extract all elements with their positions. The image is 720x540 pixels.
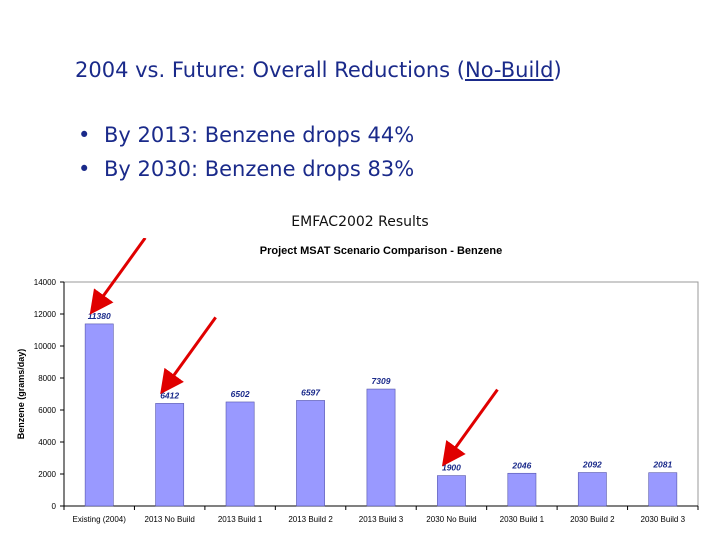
x-tick-label: 2013 No Build <box>145 515 195 524</box>
bullet-item: • By 2030: Benzene drops 83% <box>78 152 414 186</box>
bar-value-label: 7309 <box>372 376 391 386</box>
chart-caption: EMFAC2002 Results <box>291 214 429 230</box>
red-arrow-icon <box>160 316 217 395</box>
bar-value-label: 6597 <box>301 387 321 397</box>
bar-value-label: 6412 <box>160 390 179 400</box>
bullet-text: By 2013: Benzene drops 44% <box>104 123 415 147</box>
y-axis-label: Benzene (grams/day) <box>16 349 26 440</box>
y-tick-label: 8000 <box>38 374 56 383</box>
y-tick-label: 6000 <box>38 406 56 415</box>
y-tick-label: 0 <box>52 502 57 511</box>
x-tick-label: 2030 Build 2 <box>570 515 615 524</box>
x-tick-label: 2030 Build 1 <box>500 515 545 524</box>
chart-bar <box>648 472 678 507</box>
title-underlined: No-Build <box>464 58 554 82</box>
x-tick-label: 2030 Build 3 <box>641 515 686 524</box>
bar-value-label: 2081 <box>652 460 672 470</box>
y-tick-label: 2000 <box>38 470 56 479</box>
chart-bar <box>296 400 325 507</box>
title-prefix: 2004 vs. Future: Overall Reductions ( <box>75 58 465 82</box>
chart-bar <box>366 388 396 507</box>
y-tick-label: 12000 <box>34 310 57 319</box>
bar-value-label: 11380 <box>88 311 111 321</box>
red-arrow-icon <box>441 388 499 467</box>
benzene-bar-chart: Project MSAT Scenario Comparison - Benze… <box>16 238 699 524</box>
chart-bar <box>84 323 114 507</box>
slide-title: 2004 vs. Future: Overall Reductions (No-… <box>75 58 562 82</box>
bullet-item: • By 2013: Benzene drops 44% <box>78 118 414 152</box>
bullet-dot-icon: • <box>78 157 91 181</box>
x-tick-label: 2013 Build 3 <box>359 515 404 524</box>
bar-value-label: 6502 <box>231 389 250 399</box>
x-tick-label: 2013 Build 2 <box>288 515 333 524</box>
bar-value-label: 1900 <box>442 463 461 473</box>
bullet-list: • By 2013: Benzene drops 44% • By 2030: Be… <box>78 118 414 186</box>
x-tick-label: Existing (2004) <box>73 515 127 524</box>
chart-bar <box>437 475 466 507</box>
chart-title: Project MSAT Scenario Comparison - Benze… <box>260 245 502 257</box>
title-suffix: ) <box>553 58 562 82</box>
y-tick-label: 14000 <box>34 278 57 287</box>
bullet-text: By 2030: Benzene drops 83% <box>104 157 415 181</box>
x-tick-label: 2030 No Build <box>426 515 476 524</box>
x-tick-label: 2013 Build 1 <box>218 515 263 524</box>
y-tick-label: 10000 <box>34 342 57 351</box>
chart-bar <box>507 472 537 507</box>
chart-bar <box>155 403 185 507</box>
chart-bar <box>577 472 607 507</box>
red-arrow-icon <box>89 238 147 315</box>
y-tick-label: 4000 <box>38 438 56 447</box>
bullet-dot-icon: • <box>78 123 91 147</box>
chart-bar <box>225 401 255 507</box>
bar-value-label: 2092 <box>582 460 602 470</box>
bar-value-label: 2046 <box>511 460 531 470</box>
